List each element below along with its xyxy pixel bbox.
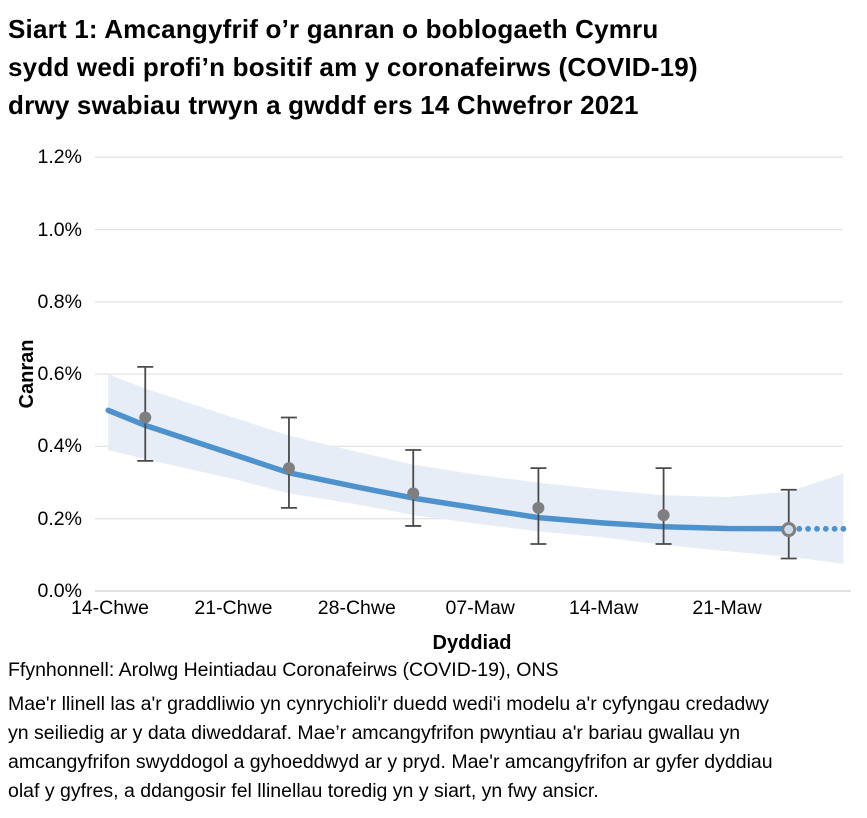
x-tick-label: 14-Maw (568, 597, 639, 619)
y-tick-label: 0.2% (37, 507, 82, 530)
y-tick-label: 1.0% (37, 218, 82, 241)
x-axis-title: Dyddiad (432, 632, 512, 654)
trend-dotted-dot (805, 525, 811, 532)
estimate-point (657, 509, 670, 522)
estimate-point (407, 487, 420, 500)
trend-dotted-dot (840, 525, 847, 532)
chart-area: Canran 1.2% 1.0% 0.8% 0.6% 0.4% 0.2% 0.0% 14-C… (0, 140, 867, 655)
trend-dotted-dot (814, 525, 820, 532)
footnote-line-3: amcangyfrifon swyddogol a gyhoeddwyd ar … (8, 751, 773, 773)
estimate-point (532, 501, 545, 514)
footnote-line-4: olaf y gyfres, a ddangosir fel llinellau… (8, 780, 599, 802)
chart-title-line-1: Siart 1: Amcangyfrif o’r ganran o boblog… (8, 14, 659, 44)
estimate-point (139, 411, 152, 424)
estimate-point-open (781, 522, 797, 538)
y-tick-label: 1.2% (37, 146, 82, 169)
chart-title-line-3: drwy swabiau trwyn a gwddf ers 14 Chwefr… (8, 90, 639, 120)
x-tick-label: 14-Chwe (70, 597, 150, 619)
footnote-text: Mae'r llinell las a'r graddliwio yn cynr… (8, 690, 859, 806)
source-text: Ffynhonnell: Arolwg Heintiadau Coronafei… (8, 659, 559, 681)
y-tick-label: 0.6% (37, 363, 82, 386)
x-tick-label: 21-Chwe (194, 597, 273, 619)
estimate-point (282, 462, 295, 475)
chart-title: Siart 1: Amcangyfrif o’r ganran o boblog… (0, 0, 867, 124)
chart-title-line-2: sydd wedi profi’n bositif am y coronafei… (8, 52, 698, 82)
trend-dotted-dot (796, 525, 803, 532)
x-tick-label: 07-Maw (445, 597, 515, 619)
x-tick-label: 21-Maw (692, 597, 762, 619)
chart-canvas (95, 156, 851, 592)
y-tick-label: 0.4% (37, 435, 82, 458)
x-tick-label: 28-Chwe (317, 597, 396, 619)
y-tick-label: 0.0% (37, 580, 82, 602)
footnote-line-2: yn seiliedig ar y data diweddaraf. Mae’r… (8, 722, 741, 744)
trend-dotted-dot (822, 525, 829, 532)
y-tick-label: 0.8% (37, 290, 82, 313)
footnote-line-1: Mae'r llinell las a'r graddliwio yn cynr… (8, 693, 770, 715)
trend-dotted-dot (831, 525, 838, 532)
footer: Ffynhonnell: Arolwg Heintiadau Coronafei… (0, 655, 867, 806)
credible-band (108, 374, 844, 564)
